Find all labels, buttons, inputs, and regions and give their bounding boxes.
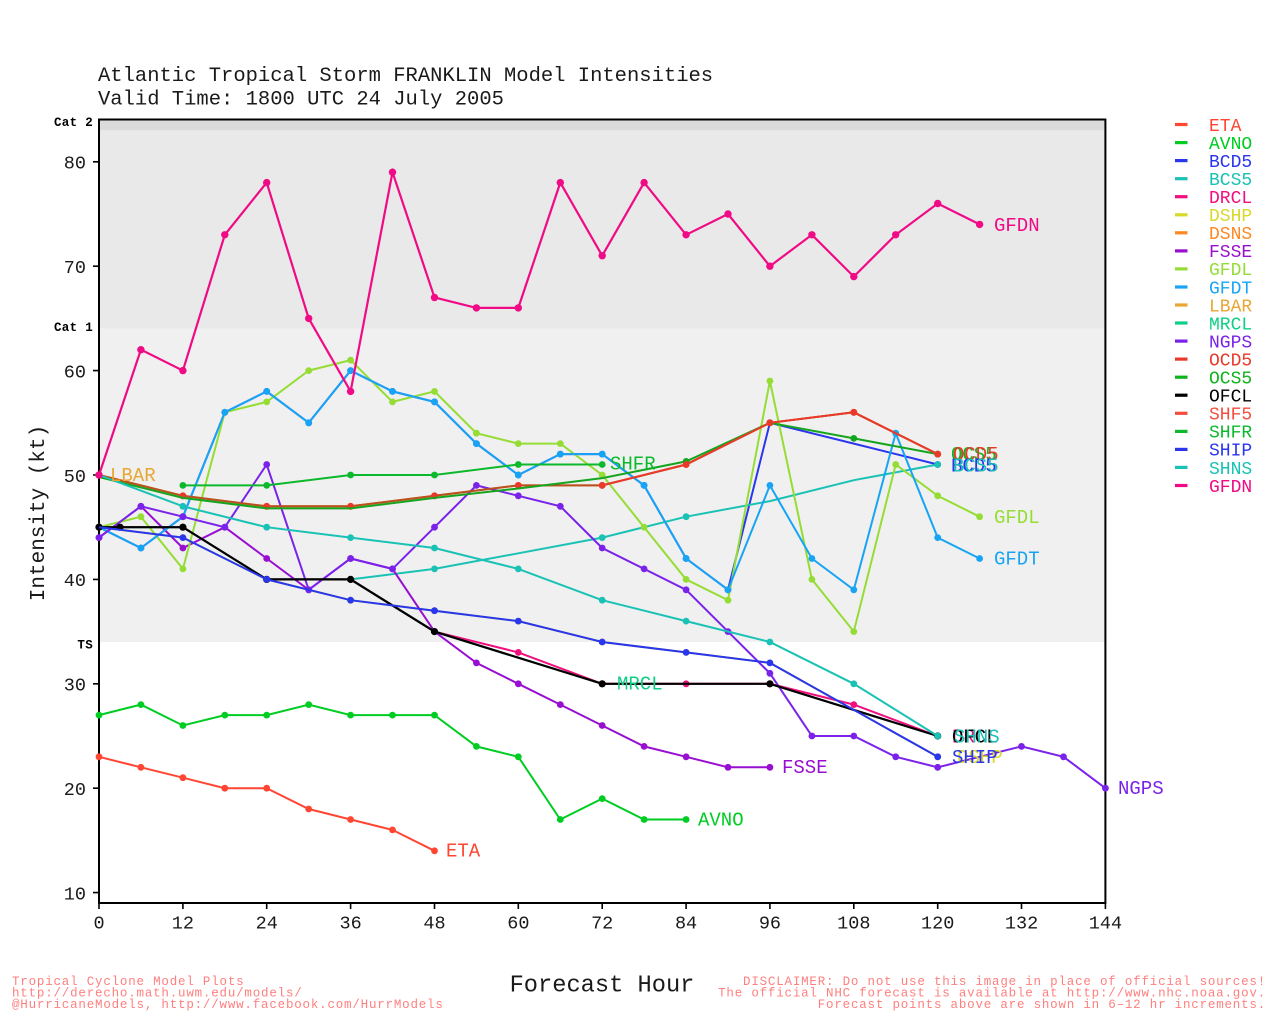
svg-text:AVNO: AVNO [698,810,744,832]
svg-text:SHNS: SHNS [1209,460,1252,480]
svg-text:60: 60 [507,914,529,935]
svg-text:DSNS: DSNS [1209,225,1252,245]
svg-text:OCS5: OCS5 [1209,370,1252,390]
svg-text:80: 80 [64,154,86,175]
svg-text:24: 24 [256,914,278,935]
svg-text:OFCL: OFCL [952,727,998,749]
svg-text:NGPS: NGPS [1118,778,1164,800]
svg-text:LBAR: LBAR [1209,297,1252,317]
svg-text:SHIP: SHIP [952,747,998,769]
svg-text:72: 72 [591,914,613,935]
svg-text:GFDT: GFDT [1209,279,1252,299]
svg-text:50: 50 [64,467,86,488]
svg-text:0: 0 [93,914,104,935]
svg-text:Valid Time: 1800 UTC 24 July 2: Valid Time: 1800 UTC 24 July 2005 [98,89,504,112]
svg-text:GFDT: GFDT [994,549,1040,571]
svg-text:LBAR: LBAR [110,465,156,487]
svg-text:SHFR: SHFR [610,454,656,476]
svg-text:SHFR: SHFR [1209,424,1252,444]
svg-text:DISCLAIMER: Do not use this im: DISCLAIMER: Do not use this image in pla… [743,975,1266,989]
svg-text:MRCL: MRCL [1209,315,1252,335]
svg-text:12: 12 [172,914,194,935]
svg-text:Cat 1: Cat 1 [54,321,93,335]
svg-text:AVNO: AVNO [1209,135,1252,155]
svg-text:@HurricaneModels, http://www.f: @HurricaneModels, http://www.facebook.co… [12,998,444,1012]
svg-text:120: 120 [921,914,954,935]
svg-text:SHNS: SHNS [954,727,1000,749]
svg-text:FSSE: FSSE [782,757,828,779]
svg-text:GFDL: GFDL [1209,261,1252,281]
svg-text:NGPS: NGPS [1209,333,1252,353]
svg-text:GFDN: GFDN [994,215,1040,237]
svg-text:OFCL: OFCL [1209,388,1252,408]
svg-text:84: 84 [675,914,697,935]
svg-text:70: 70 [64,258,86,279]
svg-text:ETA: ETA [1209,117,1242,137]
svg-text:Atlantic Tropical Storm FRANKL: Atlantic Tropical Storm FRANKLIN Model I… [98,65,713,88]
svg-text:DRCL: DRCL [952,727,998,749]
svg-text:Forecast Hour: Forecast Hour [510,973,695,1000]
svg-text:Cat 2: Cat 2 [54,116,93,130]
svg-text:Intensity (kt): Intensity (kt) [28,425,51,601]
svg-text:36: 36 [339,914,361,935]
svg-text:ETA: ETA [446,841,481,863]
svg-text:TS: TS [77,639,93,653]
svg-text:96: 96 [759,914,781,935]
svg-text:144: 144 [1089,914,1122,935]
svg-text:DSHP: DSHP [1209,207,1252,227]
svg-text:FSSE: FSSE [1209,243,1252,263]
svg-text:40: 40 [64,571,86,592]
svg-text:108: 108 [837,914,870,935]
svg-text:GFDN: GFDN [1209,478,1252,498]
svg-text:SHF5: SHF5 [1209,406,1252,426]
svg-text:The official NHC forecast is a: The official NHC forecast is available a… [718,987,1266,1001]
svg-text:60: 60 [64,362,86,383]
svg-text:GFDL: GFDL [994,507,1040,529]
svg-text:Tropical Cyclone Model Plots: Tropical Cyclone Model Plots [12,975,244,989]
svg-text:DSHP: DSHP [957,747,1003,769]
svg-text:SHIP: SHIP [1209,442,1252,462]
svg-text:BCD5: BCD5 [951,456,997,478]
svg-text:OCD5: OCD5 [1209,351,1252,371]
svg-text:http://derecho.math.uwm.edu/mo: http://derecho.math.uwm.edu/models/ [12,987,303,1001]
svg-text:20: 20 [64,780,86,801]
svg-text:BCS5: BCS5 [953,456,999,478]
svg-text:10: 10 [64,884,86,905]
svg-text:DRCL: DRCL [1209,189,1252,209]
svg-text:Forecast points above are show: Forecast points above are shown in 6–12 … [818,998,1266,1012]
svg-text:30: 30 [64,676,86,697]
svg-text:OCS5: OCS5 [951,444,997,466]
svg-text:MRCL: MRCL [617,674,663,696]
svg-text:BCS5: BCS5 [1209,171,1252,191]
svg-text:48: 48 [423,914,445,935]
svg-text:OCD5: OCD5 [953,444,999,466]
svg-text:132: 132 [1005,914,1038,935]
svg-text:BCD5: BCD5 [1209,153,1252,173]
